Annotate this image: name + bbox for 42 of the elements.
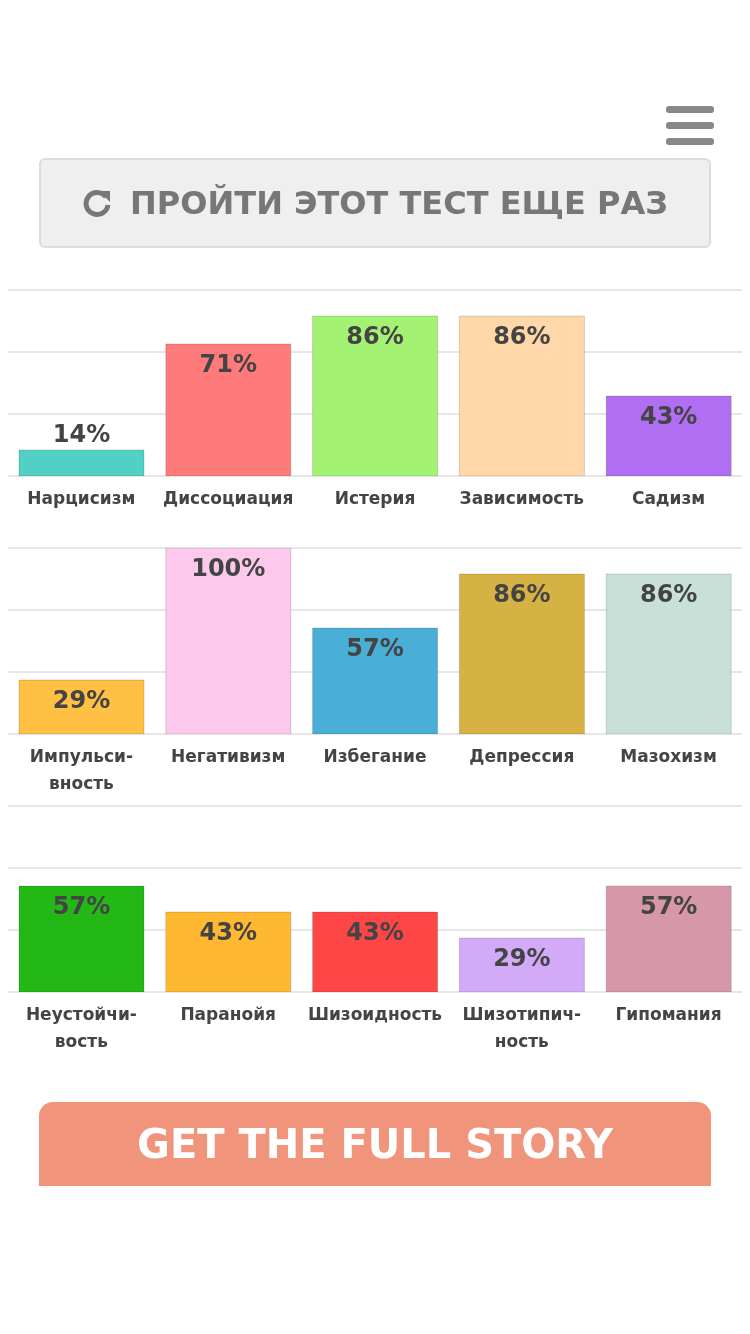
x-tick-label: Нарцисизм (27, 488, 136, 508)
x-tick-label: Диссоциация (163, 488, 294, 508)
data-label: 71% (199, 349, 258, 378)
x-tick-label: Садизм (631, 488, 706, 508)
data-label: 43% (199, 918, 258, 947)
data-label: 57% (52, 891, 111, 920)
data-label: 57% (346, 633, 404, 662)
x-tick-label: Избегание (323, 746, 427, 766)
data-label: 29% (52, 686, 111, 715)
bar (18, 449, 145, 476)
bar (312, 627, 439, 734)
bar (165, 548, 292, 734)
text: GET THE FULL STORY (137, 1121, 613, 1167)
bar (312, 315, 439, 476)
x-tick-label: Истерия (334, 488, 416, 508)
bar (458, 315, 585, 476)
bar (458, 573, 585, 734)
x-tick-label: Импульси- вность (29, 746, 133, 793)
data-label: 86% (639, 580, 698, 609)
x-tick-label: Неустойчи- вость (25, 1004, 137, 1051)
bar (18, 679, 145, 734)
x-tick-label: Депрессия (469, 746, 575, 766)
bar (165, 343, 292, 476)
bar (605, 395, 732, 476)
data-label: 43% (639, 402, 698, 431)
data-label: 86% (346, 322, 404, 351)
data-label: 57% (639, 891, 698, 920)
x-tick-label: Паранойя (180, 1004, 276, 1024)
data-label: 86% (493, 322, 551, 351)
data-label: 86% (493, 580, 551, 609)
x-tick-label: Гипомания (615, 1004, 722, 1024)
x-tick-label: Негативизм (171, 746, 286, 766)
data-label: 14% (52, 419, 111, 448)
text: ПРОЙТИ ЭТОТ ТЕСТ ЕЩЕ РАЗ (130, 184, 668, 222)
x-tick-label: Шизоидность (307, 1004, 443, 1024)
x-tick-label: Мазохизм (620, 746, 717, 766)
bar (605, 573, 732, 734)
x-tick-label: Зависимость (459, 488, 585, 508)
data-label: 43% (346, 918, 404, 947)
x-tick-label: Шизотипич- ность (462, 1004, 582, 1051)
data-label: 29% (493, 944, 551, 973)
data-label: 100% (191, 554, 266, 582)
